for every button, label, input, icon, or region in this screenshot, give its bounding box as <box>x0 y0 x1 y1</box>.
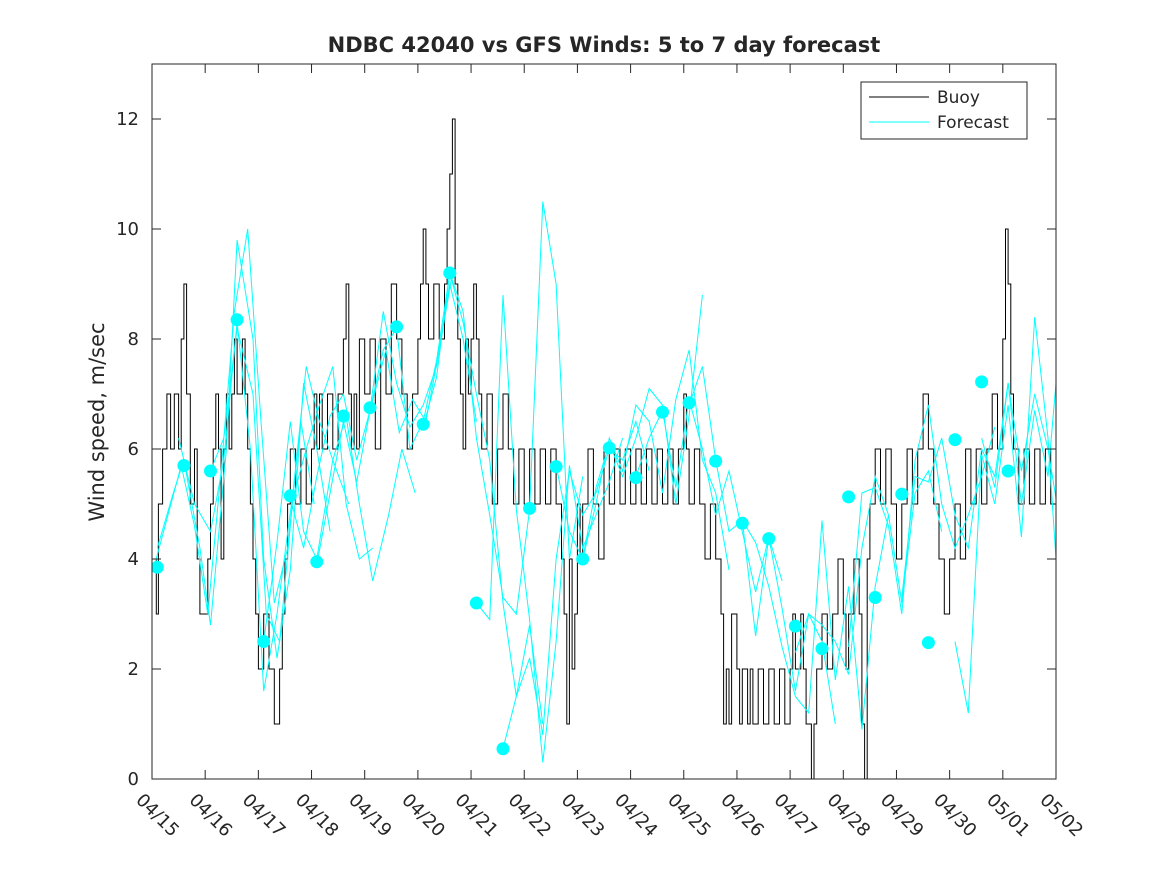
forecast-line-15 <box>741 514 889 730</box>
forecast-marker-26 <box>842 490 856 504</box>
forecast-marker-1 <box>177 459 191 472</box>
forecast-marker-28 <box>895 487 909 501</box>
forecast-marker-20 <box>682 396 696 410</box>
y-tick-label: 12 <box>116 109 139 130</box>
forecast-line-14 <box>688 366 836 725</box>
plot-frame <box>151 63 1057 780</box>
forecast-marker-24 <box>788 619 802 633</box>
y-tick-label: 8 <box>128 329 139 350</box>
y-tick-label: 6 <box>128 439 139 460</box>
forecast-marker-19 <box>656 405 669 419</box>
forecast-marker-8 <box>363 401 377 415</box>
forecast-marker-0 <box>152 560 164 574</box>
forecast-marker-13 <box>496 742 510 756</box>
forecast-marker-11 <box>443 266 457 280</box>
legend-box <box>860 81 1028 140</box>
legend: Buoy Forecast <box>860 81 1028 140</box>
series-layer <box>152 118 1056 779</box>
forecast-marker-6 <box>310 555 324 569</box>
forecast-marker-7 <box>336 409 350 423</box>
forecast-marker-18 <box>629 471 643 485</box>
forecast-marker-4 <box>257 635 271 648</box>
forecast-marker-23 <box>762 532 776 546</box>
forecast-marker-17 <box>602 441 616 455</box>
forecast-marker-32 <box>1001 464 1015 478</box>
y-tick-label: 0 <box>128 769 139 790</box>
forecast-line-4 <box>263 415 416 642</box>
y-tick-label: 2 <box>128 659 139 680</box>
forecast-line-2 <box>178 322 350 692</box>
y-tick-label: 10 <box>116 219 139 240</box>
forecast-marker-25 <box>815 642 829 656</box>
buoy-line <box>152 118 1056 779</box>
forecast-marker-9 <box>390 320 404 334</box>
forecast-marker-5 <box>283 489 297 503</box>
forecast-marker-10 <box>416 417 430 431</box>
forecast-marker-3 <box>230 313 244 327</box>
forecast-line-16 <box>794 469 943 675</box>
forecast-line-18 <box>901 382 1056 598</box>
forecast-marker-21 <box>709 454 723 468</box>
legend-label-buoy: Buoy <box>937 88 980 108</box>
forecast-marker-12 <box>469 596 483 610</box>
forecast-line-10 <box>502 419 650 749</box>
forecast-marker-16 <box>576 552 590 566</box>
forecast-marker-2 <box>204 464 217 478</box>
forecast-line-9 <box>476 294 624 763</box>
forecast-marker-22 <box>735 516 749 530</box>
y-axis-label: Wind speed, m/sec <box>85 322 109 521</box>
forecast-line-7 <box>369 272 544 725</box>
legend-label-forecast: Forecast <box>937 113 1009 133</box>
forecast-line-19 <box>954 316 1056 714</box>
y-tick-label: 4 <box>128 549 139 570</box>
forecast-marker-29 <box>921 636 935 650</box>
forecast-marker-14 <box>523 501 537 515</box>
forecast-marker-15 <box>549 460 563 474</box>
forecast-line-17 <box>848 404 996 648</box>
forecast-marker-31 <box>975 375 989 389</box>
forecast-marker-27 <box>868 591 882 604</box>
chart-title: NDBC 42040 vs GFS Winds: 5 to 7 day fore… <box>328 33 881 57</box>
forecast-marker-30 <box>948 433 962 447</box>
